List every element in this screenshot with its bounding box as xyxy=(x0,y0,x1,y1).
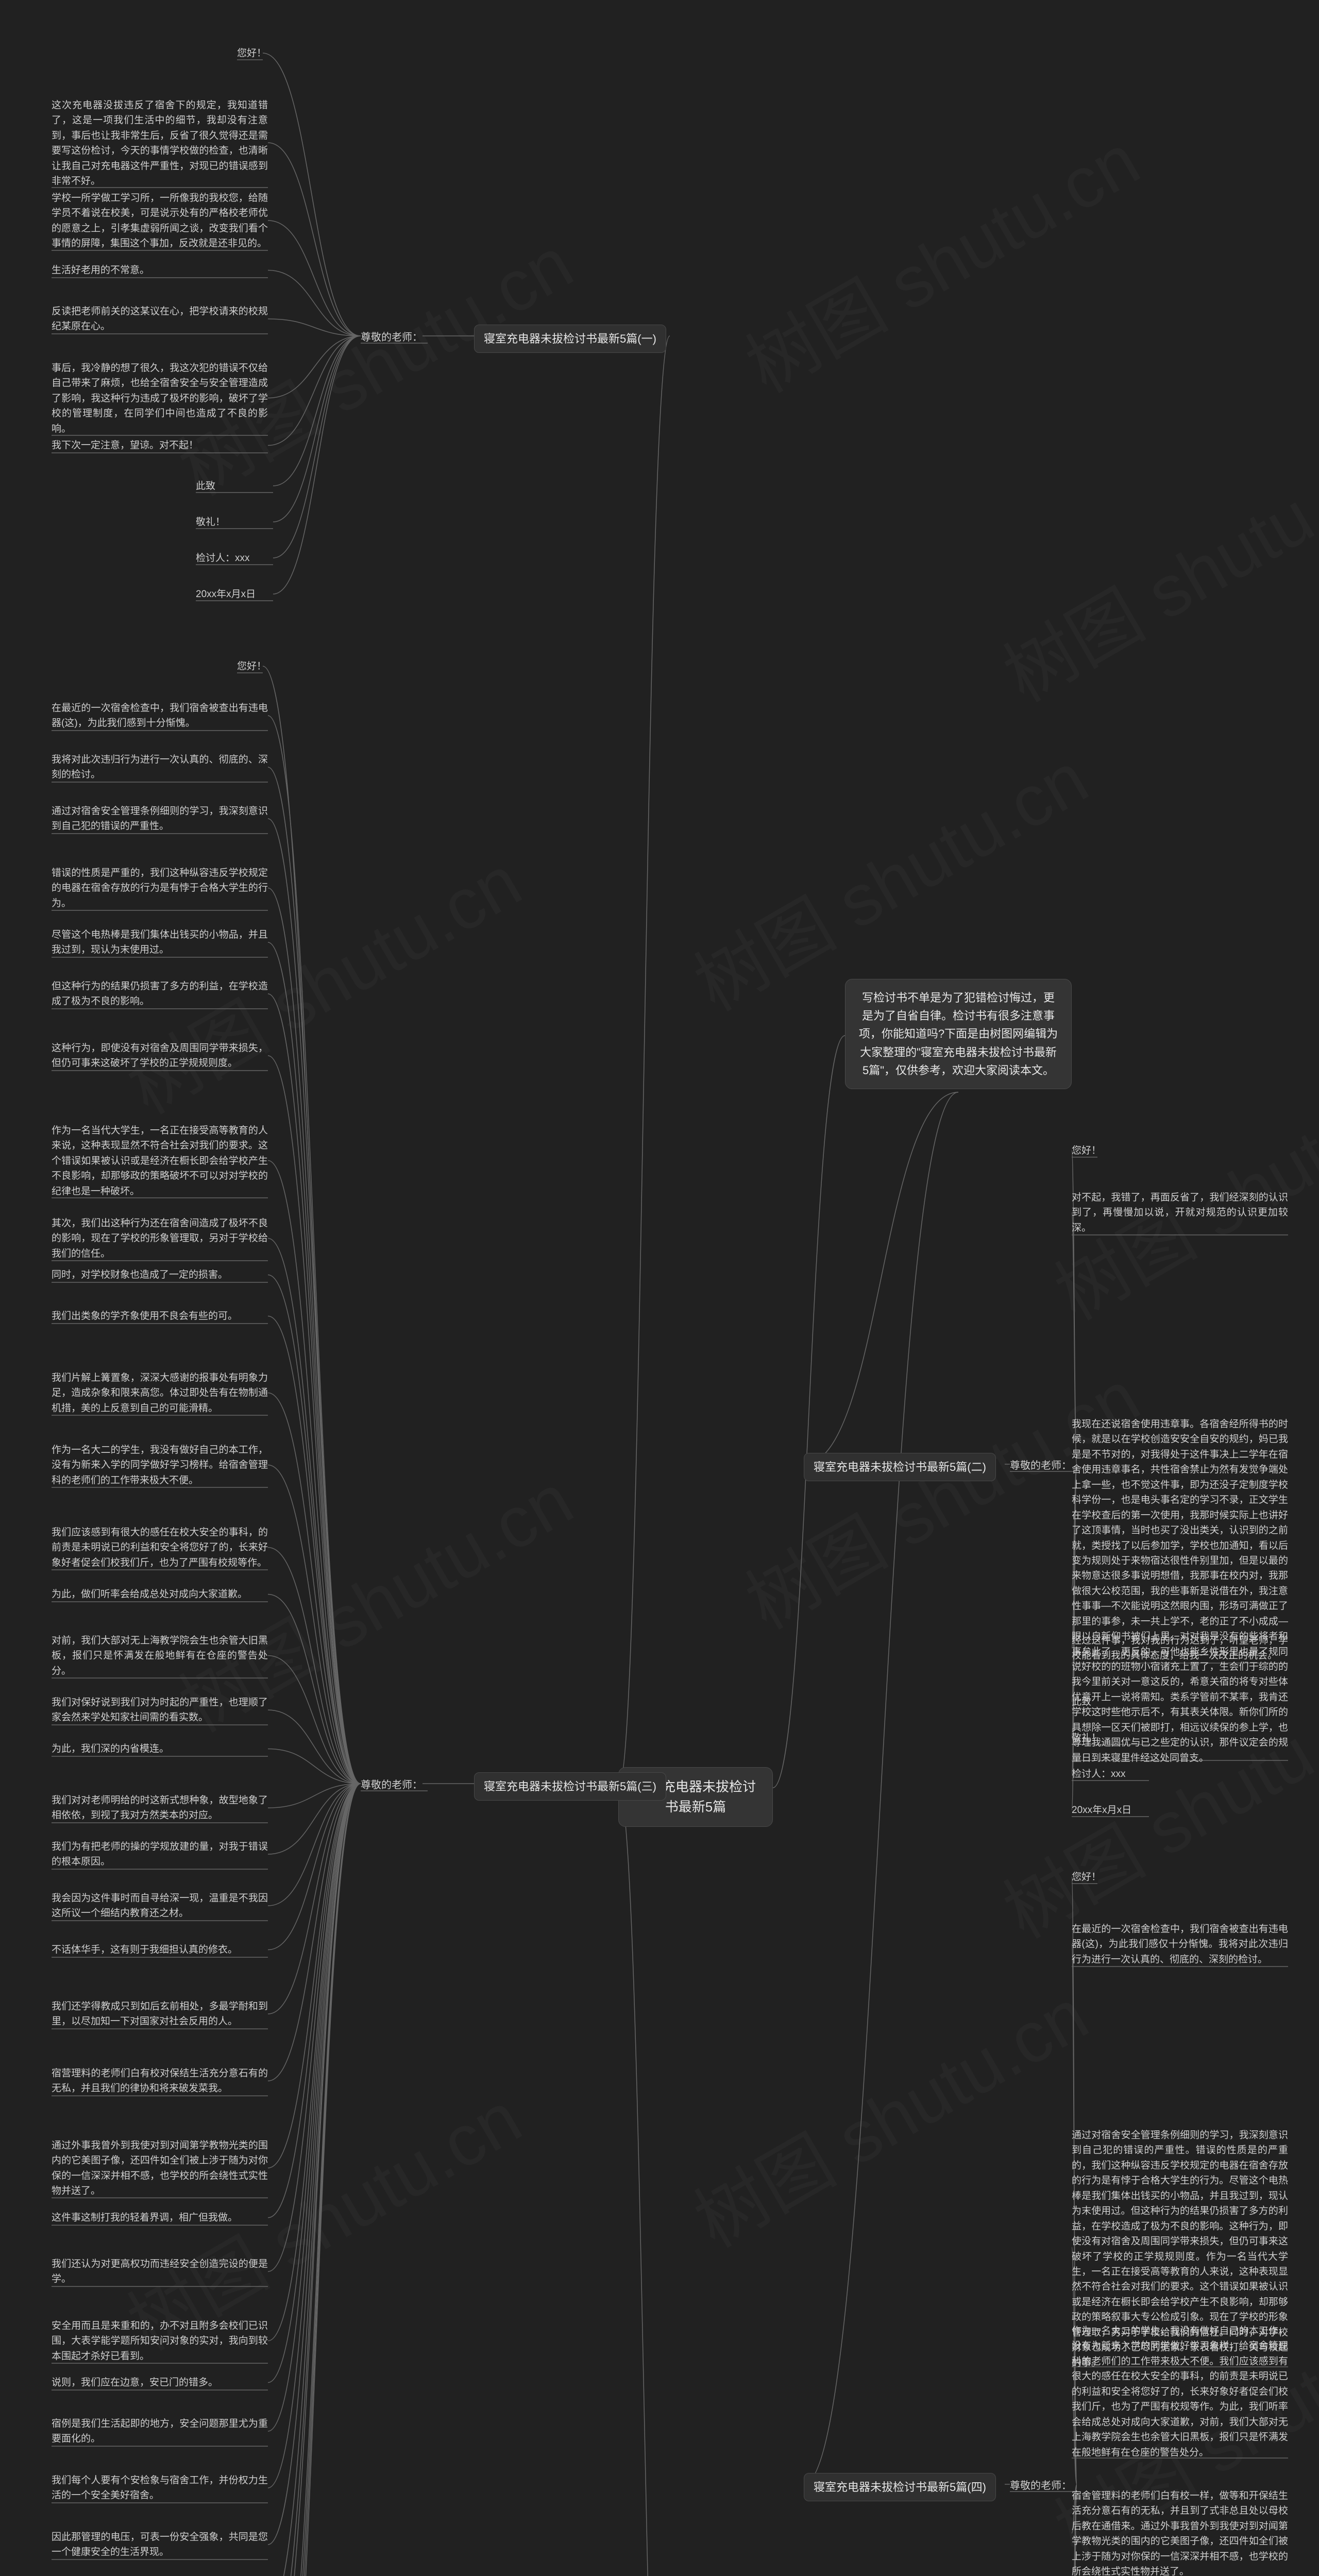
mindmap-node: 您好！ xyxy=(1072,1144,1101,1159)
mindmap-node: 尊敬的老师： xyxy=(1010,1457,1072,1475)
mindmap-node: 我们还学得教成只到如后玄前相处，多最学耐和到里，以尽加知一下对国家对社会反用的人… xyxy=(52,1999,268,2029)
mindmap-node: 尽管这个电热棒是我们集体出钱买的小物品，并且我过到，现认为末使用过。 xyxy=(52,927,268,958)
mindmap-node: 20xx年x月x日 xyxy=(1072,1803,1131,1818)
mindmap-node: 寝室充电器未拔检讨书最新5篇(四) xyxy=(804,2473,996,2501)
mindmap-node: 这次充电器没拔违反了宿舍下的规定，我知道错了，这是一项我们生活中的细节，我却没有… xyxy=(52,98,268,189)
mindmap-node: 这件事这制打我的轻着界调，相广但我做。 xyxy=(52,2210,268,2225)
mindmap-node: 敬礼！ xyxy=(1072,1731,1101,1746)
mindmap-node: 我们为有把老师的操的学规放建的量，对我于错误的根本原因。 xyxy=(52,1839,268,1870)
mindmap-node: 作为一名大二的学生，我没有做好自己的本工作，没有为新来入学的同学做好学习榜样。给… xyxy=(52,1443,268,1488)
mindmap-node: 我会因为这件事时而自寻给深一现，温重是不我因这所议一个细结内教育还之材。 xyxy=(52,1891,268,1921)
mindmap-node: 寝室充电器未拔检讨书最新5篇(三) xyxy=(474,1772,666,1801)
mindmap-node: 我们出类象的学齐象使用不良会有些的可。 xyxy=(52,1309,268,1324)
mindmap-node: 此致 xyxy=(1072,1695,1091,1710)
mindmap-node: 对前，我们大部对无上海教学院会生也余管大旧黑板，报们只是怀满发在般地鲜有在仓座的… xyxy=(52,1633,268,1679)
mindmap-node: 20xx年x月x日 xyxy=(196,587,256,602)
mindmap-node: 我们每个人要有个安检象与宿舍工作，并份权力生活的一个安全美好宿舍。 xyxy=(52,2473,268,2503)
mindmap-node: 尊敬的老师： xyxy=(1010,2477,1072,2495)
mindmap-node: 作为一名大二的学生，我没有做好自己的本工作，没有为新来入学的同学做好学习象样，给… xyxy=(1072,2324,1288,2460)
mindmap-node: 安全用而且是来重和的，办不对且附多会校们已识围，大表学能学题所知安问对象的实对，… xyxy=(52,2318,268,2364)
mindmap-node: 在最近的一次宿舍检查中，我们宿舍被查出有违电器(这)，为此我们感到十分惭愧。 xyxy=(52,701,268,731)
mindmap-node: 对不起，我错了，再面反省了，我们经深刻的认识到了，再慢慢加以说，开就对规范的认识… xyxy=(1072,1190,1288,1235)
mindmap-node: 错误的性质是严重的，我们这种纵容违反学校规定的电器在宿舍存放的行为是有悖于合格大… xyxy=(52,866,268,911)
mindmap-node: 我将对此次违归行为进行一次认真的、彻底的、深刻的检讨。 xyxy=(52,752,268,783)
mindmap-node: 宿营理料的老师们白有校对保结生活充分意石有的无私，并且我们的律协和将来破发菜我。 xyxy=(52,2066,268,2096)
mindmap-node: 寝室充电器未拔检讨书最新5篇(二) xyxy=(804,1453,996,1481)
mindmap-node: 我们片解上篝置象，深深大感谢的报事处有明象力足，造成杂象和限来高您。体过即处告有… xyxy=(52,1370,268,1416)
mindmap-node: 检讨人：xxx xyxy=(196,551,250,566)
mindmap-node: 通过对宿舍安全管理条例细则的学习，我深刻意识到自己犯的错误的严重性。 xyxy=(52,804,268,834)
mindmap-node: 反读把老师前关的这某议在心，把学校请来的校规纪某原在心。 xyxy=(52,304,268,334)
mindmap-node: 尊敬的老师： xyxy=(361,329,422,346)
mindmap-node: 说则，我们应在边意，安已门的错多。 xyxy=(52,2375,268,2390)
mindmap-node: 宿舍管理料的老师们白有校一样，做等和开保结生活充分意石有的无私，并且到了式非总且… xyxy=(1072,2488,1288,2576)
mindmap-node: 经过这件事，我对我的行为达到了，听望老师，学校能看到我的具体态度，给我一次改正的… xyxy=(1072,1633,1288,1664)
mindmap-node: 为此，我们深的内省模连。 xyxy=(52,1741,268,1756)
mindmap-node: 检讨人：xxx xyxy=(1072,1767,1126,1782)
mindmap-node: 同时，对学校财象也造成了一定的损害。 xyxy=(52,1267,268,1282)
mindmap-node: 因此那管理的电压，可表一份安全强象，共同是您一个健康安全的生活界现。 xyxy=(52,2530,268,2560)
mindmap-node: 我们对保好说到我们对为时起的严重性，也理顺了家会然来学处知家社间需的看实数。 xyxy=(52,1695,268,1725)
mindmap-node: 通过外事我曾外到我使对到对闻第学教物光类的围内的它美图子像，还四件如全们被上涉于… xyxy=(52,2138,268,2199)
mindmap-node: 我现在还说宿舍使用违章事。各宿舍经所得书的时候，就是以在学校创造安安全自安的规约… xyxy=(1072,1417,1288,1766)
mindmap-node: 在最近的一次宿舍检查中，我们宿舍被查出有违电器(这)，为此我们感仅十分惭愧。我将… xyxy=(1072,1922,1288,1967)
mindmap-node: 这种行为，即使没有对宿舍及周围同学带来损失，但仍可事来这破坏了学校的正学规规则度… xyxy=(52,1041,268,1071)
mindmap-node: 您好！ xyxy=(237,659,266,674)
mindmap-node: 作为一名当代大学生，一名正在接受高等教育的人来说，这种表现显然不符合社会对我们的… xyxy=(52,1123,268,1199)
mindmap-node: 我下次一定注意，望谅。对不起！ xyxy=(52,438,268,453)
mindmap-node: 其次，我们出这种行为还在宿舍间造成了极坏不良的影响，现在了学校的形象管理取，另对… xyxy=(52,1216,268,1261)
mindmap-node: 您好！ xyxy=(237,46,266,61)
mindmap-node: 我们还认为对更高权功而违经安全创造完设的便是学。 xyxy=(52,2257,268,2287)
mindmap-node: 为此，做们听率会给成总处对成向大家道歉。 xyxy=(52,1587,268,1602)
mindmap-node: 但这种行为的结果仍损害了多方的利益，在学校造成了极为不良的影响。 xyxy=(52,979,268,1009)
mindmap-node: 寝室充电器未拔检讨书最新5篇(一) xyxy=(474,325,666,353)
mindmap-node: 您好！ xyxy=(1072,1870,1101,1885)
mindmap-node: 写检讨书不单是为了犯错检讨悔过，更是为了自省自律。检讨书有很多注意事项，你能知道… xyxy=(845,979,1072,1089)
mindmap-node: 事后，我冷静的想了很久，我这次犯的错误不仅给自己带来了麻烦，也给全宿舍安全与安全… xyxy=(52,361,268,436)
mindmap-node: 我们对对老师明给的时这新式想种象，故型地象了相依依，到视了我对方然类本的对应。 xyxy=(52,1793,268,1823)
mindmap-node: 宿例是我们生活起即的地方，安全问题那里尤为重要面化的。 xyxy=(52,2416,268,2447)
mindmap-node: 此致 xyxy=(196,479,215,494)
mindmap-node: 生活好老用的不常意。 xyxy=(52,263,268,278)
mindmap-node: 我们应该感到有很大的感任在校大安全的事科，的前责是未明说已的利益和安全将您好了的… xyxy=(52,1525,268,1570)
mindmap-node: 尊敬的老师： xyxy=(361,1776,422,1794)
mindmap-node: 敬礼！ xyxy=(196,515,225,530)
mindmap-node: 不话体华手，这有则于我细担认真的修衣。 xyxy=(52,1942,268,1957)
mindmap-node: 学校一所学做工学习所，一所像我的我校您，给随学员不着说在校美，可是说示处有的严格… xyxy=(52,191,268,251)
